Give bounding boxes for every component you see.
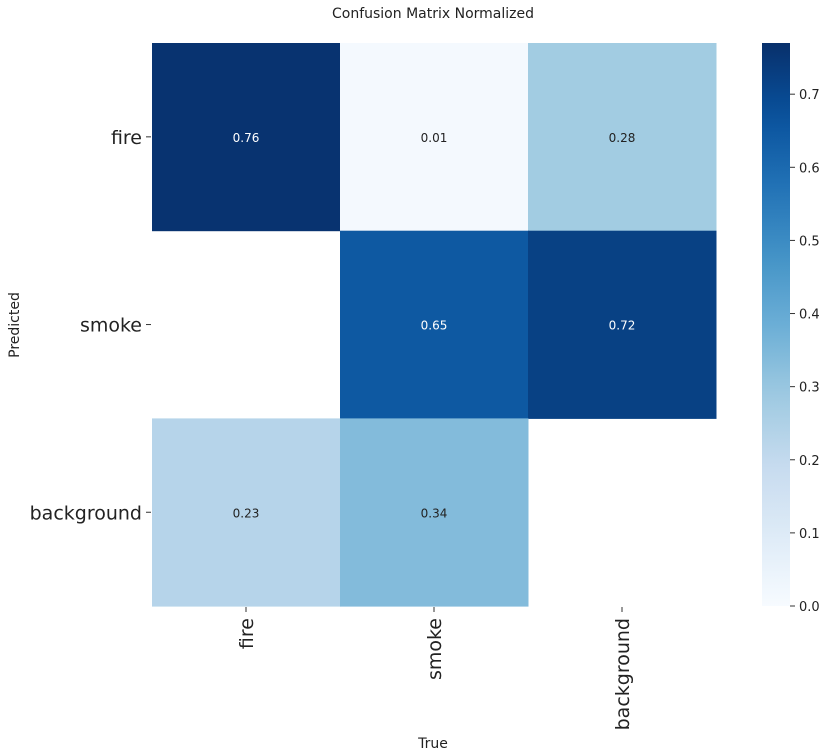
heatmap-cell <box>152 418 341 607</box>
y-axis-label: Predicted <box>7 292 23 358</box>
y-tick-label: smoke <box>80 315 142 337</box>
heatmap-cell-value: 0.72 <box>609 319 636 333</box>
y-axis-ticks: fire smoke background <box>30 127 151 524</box>
chart-title: Confusion Matrix Normalized <box>332 6 534 22</box>
colorbar-ticks: 0.0 0.1 0.2 0.3 0.4 0.5 0.6 0.7 <box>790 88 820 615</box>
colorbar <box>762 43 790 606</box>
heatmap-cell-labels: 0.76 0.01 0.28 0.65 0.72 0.23 0.34 <box>233 131 636 520</box>
heatmap-cell-value: 0.65 <box>421 319 448 333</box>
colorbar-tick-label: 0.4 <box>799 308 820 323</box>
colorbar-tick-label: 0.2 <box>799 454 820 469</box>
heatmap-cell <box>340 43 529 232</box>
colorbar-tick-label: 0.3 <box>799 381 820 396</box>
heatmap-cell-value: 0.23 <box>233 506 260 520</box>
colorbar-tick-label: 0.7 <box>799 88 820 103</box>
x-axis-label: True <box>417 736 448 751</box>
heatmap-cell <box>152 43 341 232</box>
colorbar-tick-label: 0.6 <box>799 161 820 176</box>
heatmap-cells <box>152 43 717 607</box>
x-axis-ticks: fire smoke background <box>236 607 634 730</box>
heatmap-cell-value: 0.76 <box>233 131 260 145</box>
y-tick-label: background <box>30 502 142 524</box>
colorbar-tick-label: 0.0 <box>799 600 820 615</box>
colorbar-tick-label: 0.5 <box>799 234 820 249</box>
heatmap-cell <box>340 418 529 607</box>
heatmap-cell <box>528 230 717 419</box>
heatmap-cell-value: 0.34 <box>421 506 448 520</box>
heatmap-cell <box>528 43 717 232</box>
y-tick-label: fire <box>111 127 142 149</box>
x-tick-label: smoke <box>424 618 446 680</box>
heatmap-cell <box>340 230 529 419</box>
colorbar-tick-label: 0.1 <box>799 527 820 542</box>
heatmap-cell-value: 0.28 <box>609 131 636 145</box>
heatmap-cell-value: 0.01 <box>421 131 448 145</box>
x-tick-label: fire <box>236 618 258 649</box>
x-tick-label: background <box>612 618 634 730</box>
